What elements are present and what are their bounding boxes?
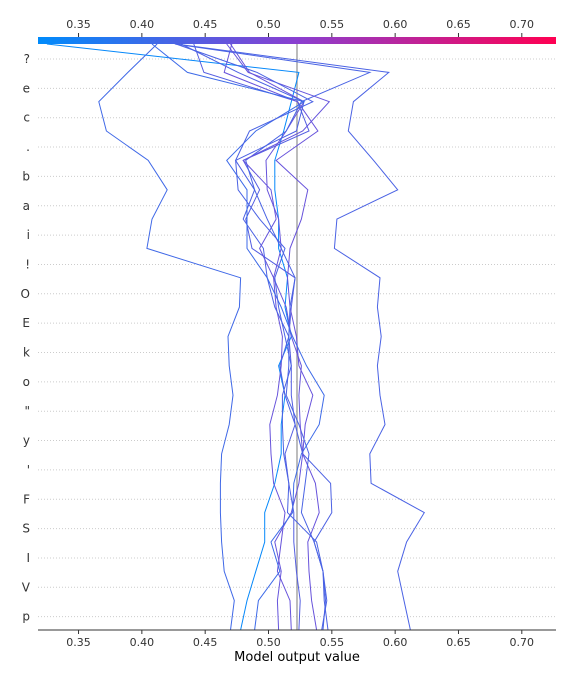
series-line	[175, 43, 328, 631]
series-line	[175, 43, 425, 631]
series-lines	[46, 43, 425, 631]
feature-label: '	[27, 463, 30, 477]
feature-label: p	[22, 610, 30, 624]
feature-label: o	[23, 375, 30, 389]
bottom-tick-label: 0.50	[256, 636, 281, 649]
feature-label: S	[22, 522, 30, 536]
bottom-tick-label: 0.65	[446, 636, 471, 649]
top-tick-label: 0.45	[193, 18, 218, 31]
bottom-tick-label: 0.35	[66, 636, 91, 649]
feature-label: O	[21, 287, 30, 301]
feature-label: y	[23, 434, 30, 448]
series-line	[230, 43, 305, 631]
top-tick-label: 0.50	[256, 18, 281, 31]
series-line	[46, 43, 300, 631]
top-tick-label: 0.35	[66, 18, 91, 31]
feature-label: "	[24, 404, 30, 418]
feature-label: e	[23, 81, 30, 95]
top-axis: 0.35 0.40 0.45 0.50 0.55 0.60 0.65 0.70	[38, 18, 556, 44]
feature-labels: ? e c. b a i! O Ek o " y ' F S I Vp	[21, 52, 31, 624]
feature-label: c	[23, 111, 30, 125]
top-tick-label: 0.40	[130, 18, 155, 31]
top-tick-label: 0.70	[510, 18, 535, 31]
bottom-tick-label: 0.60	[383, 636, 408, 649]
x-axis-title: Model output value	[234, 650, 360, 665]
top-tick-label: 0.60	[383, 18, 408, 31]
series-line	[180, 43, 333, 631]
series-line	[174, 43, 372, 631]
series-line	[226, 43, 331, 631]
feature-label: b	[22, 169, 30, 183]
series-line	[223, 43, 320, 631]
bottom-tick-label: 0.70	[510, 636, 535, 649]
top-tick-label: 0.55	[320, 18, 345, 31]
bottom-tick-label: 0.55	[320, 636, 345, 649]
bottom-tick-label: 0.45	[193, 636, 218, 649]
feature-label: V	[22, 580, 31, 594]
series-line	[98, 43, 242, 631]
feature-label: k	[23, 346, 30, 360]
feature-label: .	[26, 140, 30, 154]
feature-label: ?	[24, 52, 30, 66]
feature-label: I	[26, 551, 30, 565]
feature-label: a	[23, 199, 30, 213]
feature-label: i	[27, 228, 30, 242]
top-tick-label: 0.65	[446, 18, 471, 31]
feature-label: !	[25, 257, 30, 271]
colorbar	[38, 37, 556, 44]
feature-label: E	[22, 316, 30, 330]
series-line	[151, 43, 325, 631]
feature-label: F	[23, 492, 30, 506]
bottom-tick-label: 0.40	[130, 636, 155, 649]
bottom-axis: 0.35 0.40 0.45 0.50 0.55 0.60 0.65 0.70	[66, 630, 534, 649]
